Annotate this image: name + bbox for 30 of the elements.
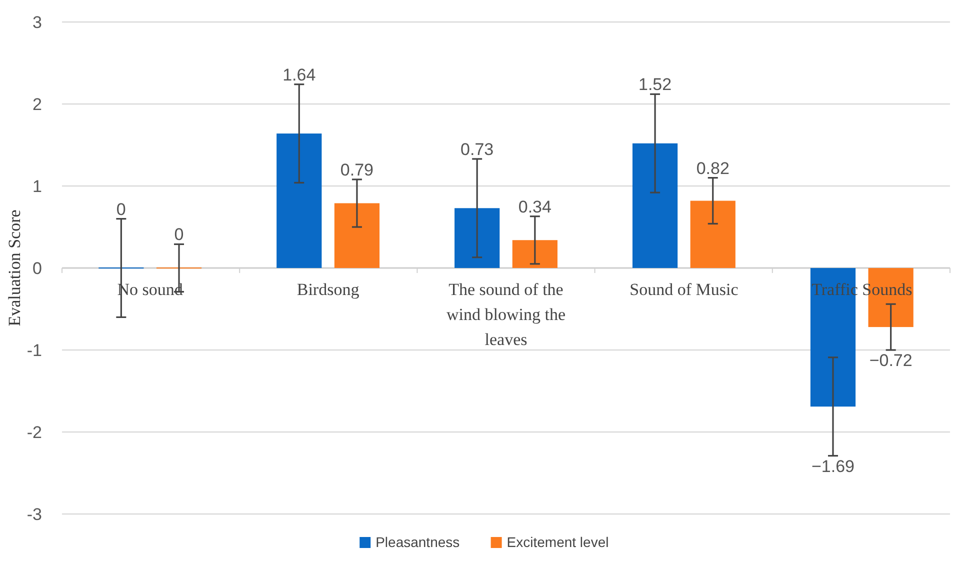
y-tick-label: -2 xyxy=(26,423,42,442)
y-tick-label: 1 xyxy=(32,177,42,196)
bar xyxy=(334,203,380,268)
data-label: 0 xyxy=(116,200,126,219)
data-label: −1.69 xyxy=(811,456,854,476)
bar xyxy=(454,208,500,268)
x-tick-label: Sound of Music xyxy=(630,280,739,299)
bar xyxy=(810,268,856,407)
data-label: 0.73 xyxy=(460,140,494,159)
x-tick-label: Birdsong xyxy=(296,280,360,299)
data-label: 1.52 xyxy=(638,75,672,94)
bar xyxy=(632,143,678,268)
data-label: 0.82 xyxy=(696,158,730,178)
bar xyxy=(276,134,322,268)
legend-label: Excitement level xyxy=(506,534,609,550)
y-tick-label: -1 xyxy=(26,341,42,360)
data-label: 0.34 xyxy=(518,197,552,216)
data-label: −0.72 xyxy=(869,351,912,370)
legend-label: Pleasantness xyxy=(376,534,460,550)
bar xyxy=(690,200,736,268)
bar xyxy=(512,240,558,268)
data-label: 0.79 xyxy=(340,160,374,180)
data-label: 1.64 xyxy=(282,65,316,84)
y-tick-label: 2 xyxy=(32,95,42,114)
x-tick-label: The sound of the wind blowing the leaves xyxy=(446,280,566,349)
y-axis-title: Evaluation Score xyxy=(5,210,24,326)
y-tick-label: -3 xyxy=(26,505,42,524)
y-tick-label: 3 xyxy=(32,13,42,32)
y-tick-label: 0 xyxy=(32,259,42,278)
data-label: 0 xyxy=(174,225,184,244)
